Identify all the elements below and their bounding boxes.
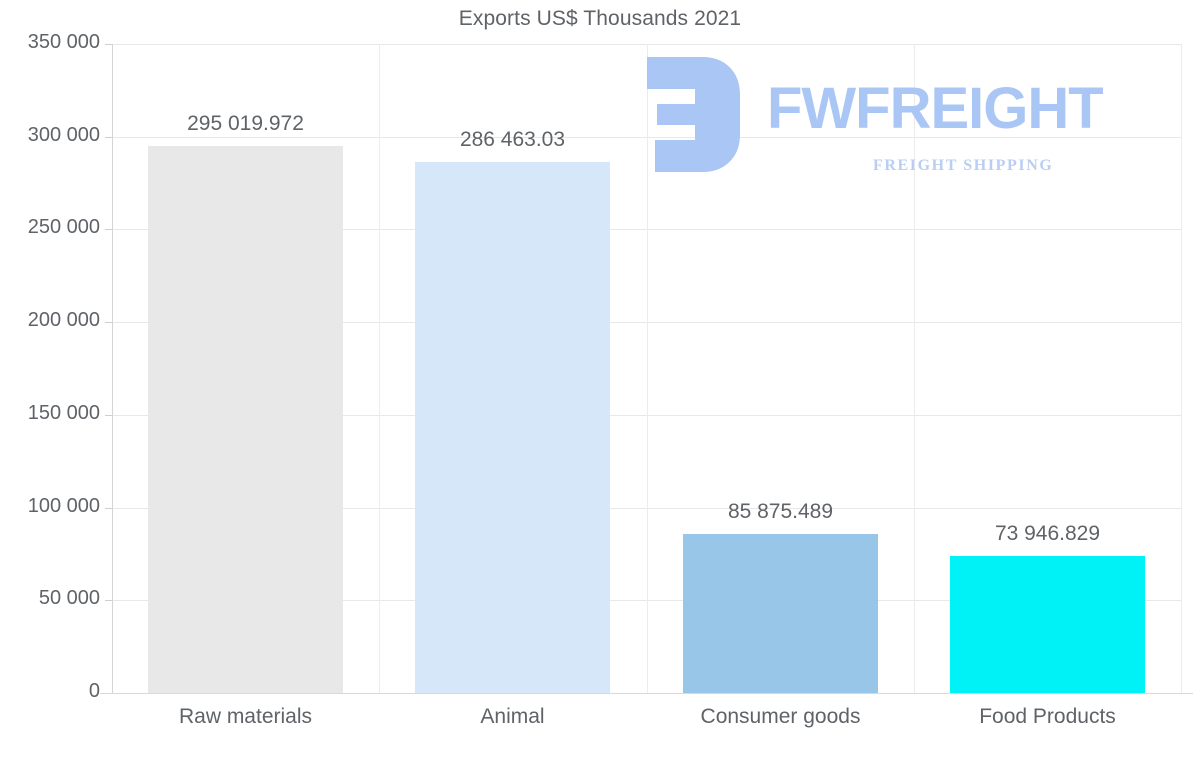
y-tick-label: 150 000 (27, 402, 100, 424)
y-tick-label: 0 (88, 680, 100, 702)
watermark: FWFREIGHT FREIGHT SHIPPING (645, 57, 1145, 187)
y-tick-mark (105, 44, 112, 45)
y-tick-mark (105, 137, 112, 138)
x-tick-label: Food Products (979, 705, 1116, 728)
y-tick-label: 200 000 (27, 309, 100, 331)
y-tick-label: 350 000 (27, 31, 100, 53)
bar[interactable] (148, 146, 343, 693)
gridline-horizontal (112, 229, 1181, 230)
gridline-vertical (1181, 44, 1182, 693)
y-tick-mark (105, 229, 112, 230)
bar-value-label: 286 463.03 (459, 128, 566, 151)
y-tick-label: 300 000 (27, 124, 100, 146)
bar[interactable] (415, 162, 610, 693)
watermark-tagline: FREIGHT SHIPPING (873, 157, 1054, 174)
x-tick-label: Consumer goods (700, 705, 861, 728)
x-tick-label: Raw materials (178, 705, 313, 728)
y-tick-mark (105, 508, 112, 509)
chart-title: Exports US$ Thousands 2021 (458, 7, 742, 30)
gridline-horizontal (112, 415, 1181, 416)
gridline-horizontal (112, 44, 1181, 45)
x-tick-label: Animal (480, 705, 545, 728)
gridline-vertical (647, 44, 648, 693)
gridline-horizontal (112, 600, 1181, 601)
bar[interactable] (683, 534, 878, 693)
bar[interactable] (950, 556, 1145, 693)
y-tick-label: 100 000 (27, 495, 100, 517)
watermark-wordmark: FWFREIGHT (767, 76, 1104, 141)
bar-value-label: 85 875.489 (727, 500, 834, 523)
y-tick-mark (105, 322, 112, 323)
gridline-horizontal (112, 322, 1181, 323)
bar-value-label: 295 019.972 (187, 112, 304, 135)
y-tick-mark (105, 415, 112, 416)
y-axis-line (112, 44, 113, 694)
gridline-horizontal (112, 137, 1181, 138)
bar-value-label: 73 946.829 (994, 522, 1101, 545)
y-tick-label: 250 000 (27, 216, 100, 238)
y-tick-label: 50 000 (38, 587, 100, 609)
gridline-vertical (379, 44, 380, 693)
y-tick-mark (105, 600, 112, 601)
gridline-horizontal (112, 508, 1181, 509)
x-axis-line (100, 693, 1193, 694)
fwfreight-logo-icon (647, 57, 740, 172)
gridline-vertical (914, 44, 915, 693)
